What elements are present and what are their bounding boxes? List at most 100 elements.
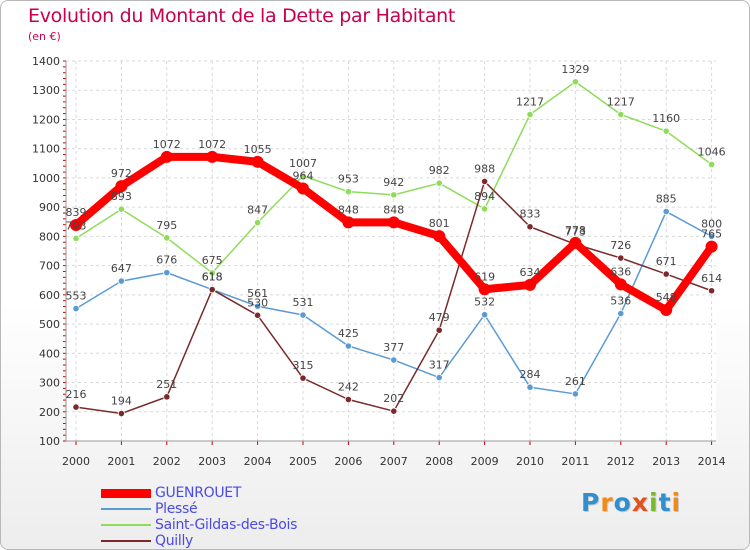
data-label-plesse: 647	[111, 262, 132, 275]
y-tick-label: 800	[39, 230, 60, 243]
data-point-guenrouet	[70, 218, 82, 231]
data-point-quilly	[662, 270, 670, 278]
x-tick-label: 2014	[698, 455, 726, 468]
data-label-quilly: 614	[701, 272, 722, 285]
data-point-plesse	[707, 232, 716, 240]
data-label-guenrouet: 636	[610, 265, 631, 278]
data-label-quilly: 251	[156, 378, 177, 391]
data-label-saint-gildas: 942	[383, 176, 404, 189]
data-point-guenrouet	[297, 182, 309, 195]
data-label-plesse: 676	[156, 254, 177, 267]
data-point-guenrouet	[251, 155, 264, 168]
data-point-saint-gildas	[390, 191, 398, 199]
data-label-plesse: 561	[247, 287, 268, 300]
y-tick-label: 1100	[32, 143, 60, 156]
data-point-plesse	[117, 277, 126, 285]
legend-swatch	[101, 524, 151, 526]
logo-letter: P	[581, 488, 601, 517]
data-label-saint-gildas: 1217	[516, 95, 544, 108]
data-label-guenrouet: 619	[474, 270, 495, 283]
data-label-quilly: 216	[66, 388, 87, 401]
y-tick-label: 1300	[32, 84, 60, 97]
data-point-saint-gildas	[117, 205, 126, 213]
y-tick-label: 200	[39, 406, 60, 419]
data-point-guenrouet	[387, 216, 400, 229]
data-point-quilly	[435, 326, 443, 334]
data-point-plesse	[526, 383, 534, 391]
data-label-saint-gildas: 894	[474, 190, 495, 203]
data-point-saint-gildas	[72, 234, 80, 243]
legend-swatch	[101, 489, 151, 498]
data-label-saint-gildas: 1046	[698, 145, 726, 158]
x-tick-label: 2010	[516, 455, 544, 468]
y-tick-label: 600	[39, 289, 60, 302]
data-label-plesse: 800	[701, 217, 722, 230]
data-label-plesse: 317	[429, 359, 450, 372]
data-point-quilly	[707, 287, 716, 295]
data-label-saint-gildas: 982	[429, 164, 450, 177]
data-point-quilly	[72, 403, 80, 411]
data-label-guenrouet: 1072	[153, 138, 181, 151]
data-label-guenrouet: 634	[520, 266, 541, 279]
data-point-guenrouet	[342, 216, 355, 229]
data-point-guenrouet	[433, 230, 446, 243]
data-label-guenrouet: 1055	[244, 143, 272, 156]
data-label-saint-gildas: 847	[247, 204, 268, 217]
data-label-saint-gildas: 893	[111, 190, 132, 203]
data-point-guenrouet	[206, 150, 219, 163]
y-tick-label: 1200	[32, 113, 60, 126]
data-label-plesse: 261	[565, 375, 586, 388]
data-label-plesse: 531	[293, 296, 314, 309]
data-point-plesse	[254, 302, 262, 310]
chart-subtitle: (en €)	[28, 30, 61, 43]
data-label-plesse: 553	[66, 290, 87, 303]
legend-label: Plessé	[155, 501, 198, 517]
data-label-saint-gildas: 1329	[561, 63, 589, 76]
data-point-saint-gildas	[344, 188, 352, 196]
y-tick-label: 500	[39, 318, 60, 331]
data-label-saint-gildas: 793	[66, 219, 87, 232]
data-label-quilly: 194	[111, 395, 132, 408]
y-tick-label: 700	[39, 260, 60, 273]
data-label-saint-gildas: 1217	[607, 95, 635, 108]
data-point-guenrouet	[660, 304, 673, 317]
data-label-quilly: 773	[565, 225, 586, 238]
data-label-quilly: 315	[293, 359, 314, 372]
data-label-guenrouet: 839	[66, 206, 87, 219]
logo-letter: x	[631, 488, 649, 517]
data-point-saint-gildas	[163, 234, 171, 242]
data-label-quilly: 530	[247, 296, 268, 309]
y-tick-label: 1400	[32, 55, 60, 68]
data-label-guenrouet: 964	[293, 169, 314, 182]
y-tick-label: 400	[39, 347, 60, 360]
data-point-plesse	[390, 356, 398, 364]
data-point-saint-gildas	[617, 110, 625, 119]
data-point-quilly	[299, 374, 307, 382]
chart-title: Evolution du Montant de la Dette par Hab…	[28, 5, 456, 27]
x-tick-label: 2006	[334, 455, 362, 468]
data-label-plesse: 885	[656, 193, 677, 206]
data-point-quilly	[480, 177, 489, 186]
data-label-quilly: 242	[338, 380, 359, 393]
data-point-plesse	[435, 373, 443, 382]
data-point-guenrouet	[160, 150, 173, 163]
x-tick-label: 2005	[289, 455, 317, 468]
data-point-saint-gildas	[662, 127, 670, 135]
data-point-quilly	[117, 409, 126, 418]
data-label-saint-gildas: 1160	[652, 112, 680, 125]
legend-label: Quilly	[155, 533, 194, 549]
legend-swatch	[101, 508, 151, 510]
data-point-plesse	[72, 304, 80, 313]
data-point-plesse	[662, 207, 670, 216]
logo-letter: r	[600, 488, 614, 517]
legend-label: Saint-Gildas-des-Bois	[155, 517, 298, 533]
x-tick-label: 2012	[607, 455, 635, 468]
data-label-quilly: 671	[656, 255, 677, 268]
data-label-saint-gildas: 675	[202, 254, 223, 267]
data-point-guenrouet	[569, 236, 582, 249]
logo-letter: i	[671, 488, 682, 517]
y-tick-label: 1000	[32, 172, 60, 185]
data-point-saint-gildas	[480, 205, 489, 213]
